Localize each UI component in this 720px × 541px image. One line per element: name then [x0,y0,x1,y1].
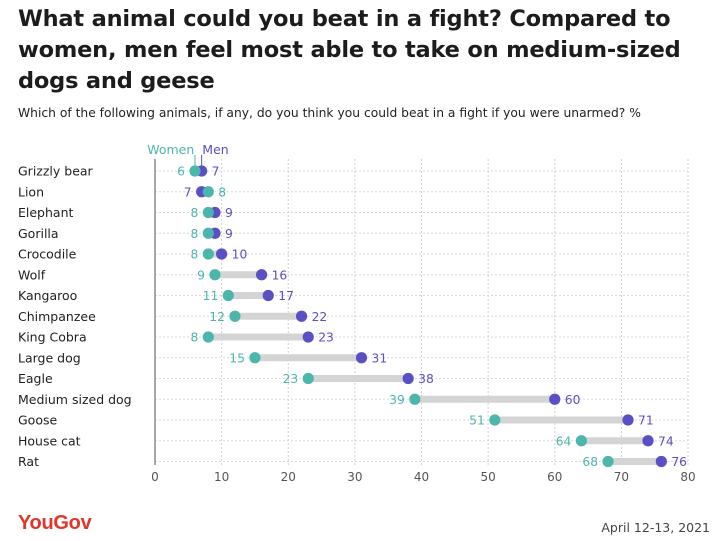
women-point [222,289,234,302]
x-tick-label: 10 [214,470,229,484]
men-point [295,310,308,322]
women-value-label: 11 [203,289,219,303]
women-point [302,372,314,385]
women-value-label: 23 [283,372,299,386]
men-value-label: 9 [225,206,233,220]
category-label: Gorilla [18,226,59,241]
men-point [549,393,561,405]
category-label: House cat [18,433,81,448]
men-value-label: 9 [225,227,233,241]
women-point [202,248,214,260]
category-label: Crocodile [18,247,77,262]
women-point [575,435,588,447]
women-point [189,165,201,177]
men-point [216,248,228,260]
x-tick-label: 60 [547,470,562,484]
men-value-label: 17 [278,289,294,303]
legend-women: Women [147,142,194,157]
category-label: Lion [18,184,44,199]
men-value-label: 71 [638,414,654,428]
men-value-label: 7 [212,165,220,179]
chart-subtitle: Which of the following animals, if any, … [18,106,641,120]
x-tick-label: 80 [680,470,695,484]
survey-date: April 12-13, 2021 [601,520,710,535]
men-value-label: 38 [418,372,434,386]
men-value-label: 10 [232,248,248,262]
men-point [262,289,274,302]
men-value-label: 7 [184,185,192,199]
men-value-label: 74 [658,434,674,448]
men-value-label: 22 [312,310,328,324]
women-point [249,352,261,364]
category-label: Eagle [18,371,53,386]
women-value-label: 51 [469,414,485,428]
men-point [642,435,654,447]
men-value-label: 23 [318,331,334,345]
women-point [202,227,214,239]
men-value-label: 31 [372,351,388,365]
women-value-label: 15 [229,351,245,365]
women-value-label: 8 [190,331,198,345]
women-value-label: 8 [190,227,198,241]
men-point [655,455,667,468]
women-point [229,310,241,322]
women-point [209,269,221,281]
women-value-label: 8 [190,206,198,220]
women-point [202,331,214,343]
women-point [489,414,501,426]
women-value-label: 39 [389,393,405,407]
x-tick-label: 20 [281,470,296,484]
category-label: Medium sized dog [18,392,132,407]
x-tick-label: 70 [614,470,629,484]
x-tick-label: 50 [480,470,495,484]
men-value-label: 60 [565,393,581,407]
women-value-label: 9 [197,268,205,282]
category-label: Chimpanzee [18,309,96,324]
category-label: Kangaroo [18,288,77,303]
women-point [202,186,214,198]
dumbbell-chart: 0 10 20 30 40 50 60 70 80 Women Men Grizzly bear 6 7 L… [18,142,696,484]
women-value-label: 68 [582,455,598,469]
category-label: Elephant [18,205,74,220]
women-value-label: 8 [218,185,226,199]
yougov-logo: YouGov [18,512,92,534]
men-point [622,414,634,426]
x-tick-label: 30 [347,470,362,484]
women-value-label: 6 [177,165,185,179]
men-value-label: 76 [671,455,687,469]
women-point [202,206,214,219]
category-label: Rat [18,454,39,469]
category-label: Grizzly bear [18,164,94,179]
category-label: Wolf [18,267,46,282]
legend-men: Men [202,142,228,157]
category-label: Large dog [18,350,81,365]
women-point [602,455,614,468]
women-point [409,393,421,405]
category-label: King Cobra [18,330,87,345]
x-tick-label: 0 [151,470,159,484]
men-point [402,372,414,385]
women-value-label: 8 [190,248,198,262]
women-value-label: 12 [209,310,225,324]
category-label: Goose [18,413,57,428]
women-value-label: 64 [556,434,572,448]
x-tick-label: 40 [414,470,429,484]
men-point [256,269,268,281]
men-point [355,352,368,364]
chart-title: What animal could you beat in a fight? C… [18,6,681,94]
men-point [302,331,314,343]
men-value-label: 16 [272,268,288,282]
